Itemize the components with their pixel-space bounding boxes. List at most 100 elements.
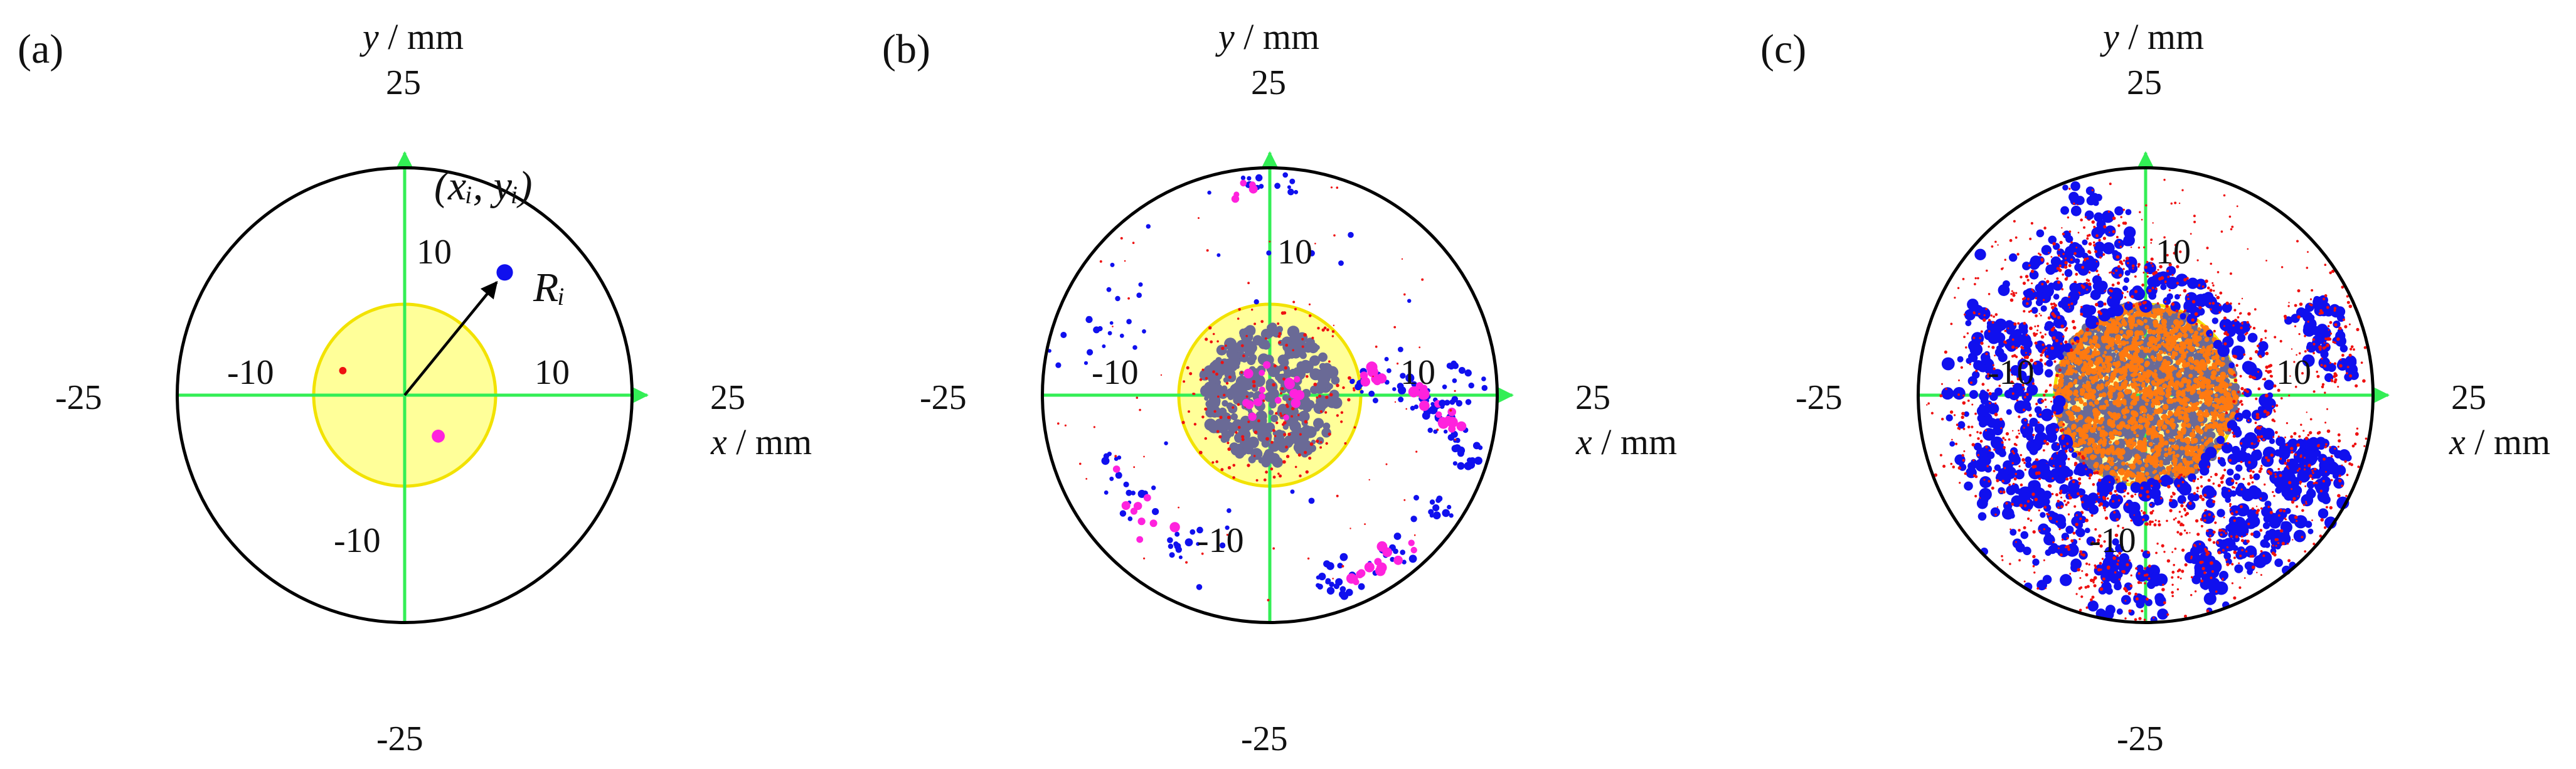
data-point (1143, 557, 1146, 560)
data-point (2146, 260, 2149, 263)
data-point (2050, 543, 2058, 551)
data-point (2065, 477, 2069, 481)
data-point (2144, 363, 2149, 368)
data-point (2198, 429, 2204, 435)
data-point (1408, 386, 1420, 398)
data-point (2211, 282, 2214, 284)
data-point (2313, 467, 2317, 471)
data-point (2134, 333, 2139, 338)
data-point (1272, 547, 1275, 550)
data-point (1283, 414, 1289, 421)
data-point (1184, 538, 1193, 546)
data-point (1382, 547, 1392, 558)
data-point (2263, 378, 2267, 381)
data-point (2146, 275, 2149, 278)
data-point (2098, 308, 2112, 322)
data-point (2291, 451, 2294, 454)
data-point (2208, 538, 2211, 542)
data-point (2204, 337, 2210, 342)
data-point (2221, 362, 2225, 366)
data-point (2319, 489, 2323, 492)
data-point (2240, 403, 2243, 406)
data-point (2204, 427, 2208, 431)
data-point (2237, 316, 2240, 319)
data-point (2329, 506, 2333, 510)
data-point (2215, 367, 2220, 372)
data-point (1204, 396, 1209, 401)
data-point (2085, 457, 2089, 460)
data-point (2274, 543, 2281, 550)
data-point (2134, 342, 2139, 347)
data-point (2166, 265, 2176, 276)
data-point (2225, 301, 2229, 305)
data-point (1230, 444, 1242, 456)
data-point (1301, 337, 1304, 341)
data-point (2154, 382, 2160, 387)
data-point (2137, 383, 2141, 386)
data-point (2255, 397, 2258, 401)
data-point (2166, 466, 2172, 472)
data-point (1340, 420, 1343, 423)
data-point (2304, 437, 2309, 440)
data-point (2242, 477, 2245, 480)
data-point (1220, 361, 1224, 364)
data-point (2228, 459, 2232, 462)
data-point (2099, 312, 2103, 316)
data-point (1277, 354, 1289, 366)
data-point (2192, 437, 2198, 443)
data-point (1447, 504, 1452, 510)
data-point (2183, 278, 2187, 282)
data-point (2233, 373, 2237, 377)
data-point (2071, 427, 2075, 430)
data-point (1284, 369, 1292, 378)
data-point (2221, 412, 2225, 417)
data-point (2275, 404, 2279, 407)
data-point (2355, 432, 2359, 436)
data-point (2363, 445, 2366, 447)
data-point (2154, 401, 2159, 406)
data-point (1301, 345, 1304, 348)
data-point (1210, 340, 1213, 344)
data-point (2022, 432, 2028, 438)
data-point (1392, 387, 1397, 391)
data-point (2032, 382, 2035, 385)
data-point (2081, 501, 2084, 504)
data-point (1309, 340, 1315, 346)
data-point (2213, 409, 2217, 413)
data-point (2325, 443, 2328, 446)
data-point (2254, 449, 2262, 456)
data-point (2154, 496, 2164, 506)
data-point (2144, 423, 2149, 428)
data-point (2075, 357, 2080, 362)
data-point (1149, 519, 1158, 528)
data-point (2267, 470, 2270, 474)
data-point (1331, 376, 1340, 385)
data-point (1393, 548, 1398, 554)
data-point (1127, 516, 1133, 521)
data-point (2203, 514, 2206, 517)
data-point (2162, 404, 2169, 410)
data-point (2032, 558, 2040, 566)
data-point (2217, 484, 2221, 487)
data-point (2298, 435, 2301, 438)
data-point (2151, 448, 2155, 452)
data-point (2045, 344, 2053, 351)
data-point (2087, 359, 2094, 366)
data-point (2131, 295, 2134, 299)
data-point (1257, 416, 1267, 426)
data-point (1139, 408, 1141, 411)
data-point (2243, 388, 2247, 392)
data-point (1344, 442, 1347, 445)
data-point (2196, 478, 2200, 480)
data-point (2065, 526, 2074, 534)
data-point (2100, 450, 2105, 455)
data-point (1216, 253, 1221, 257)
data-point (2087, 331, 2092, 336)
data-point (1326, 562, 1334, 570)
data-point (1968, 353, 1975, 360)
data-point (2041, 351, 2045, 354)
data-point (2167, 400, 2171, 405)
data-point (2134, 512, 2140, 519)
data-point (2119, 330, 2124, 334)
data-point (2106, 337, 2113, 344)
